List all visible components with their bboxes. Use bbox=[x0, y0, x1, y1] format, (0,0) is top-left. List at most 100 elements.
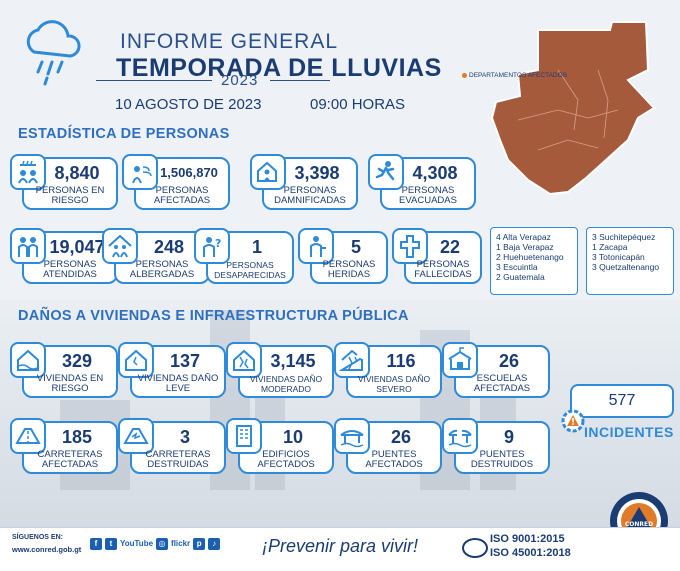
department-item: 3 Suchitepéquez bbox=[592, 232, 656, 242]
twitter-icon[interactable]: t bbox=[105, 538, 117, 550]
stat-card-houses-moderate-damage: 3,145 VIVIENDAS DAÑO MODERADO bbox=[226, 342, 334, 398]
legend-dot-icon bbox=[462, 72, 467, 78]
section-title-damage: DAÑOS A VIVIENDAS E INFRAESTRUCTURA PÚBL… bbox=[18, 308, 409, 324]
cross-icon bbox=[392, 228, 428, 264]
section-title-people: ESTADÍSTICA DE PERSONAS bbox=[18, 126, 230, 142]
stat-value: 19,047 bbox=[49, 237, 105, 257]
stat-value: 185 bbox=[61, 427, 93, 447]
stat-value: 3 bbox=[179, 427, 190, 447]
divider bbox=[270, 80, 330, 81]
stat-label: PERSONAS EVACUADAS bbox=[399, 185, 457, 206]
stat-value: 1,506,870 bbox=[160, 165, 218, 180]
stat-label: PERSONAS DAMNIFICADAS bbox=[274, 185, 346, 206]
youtube-icon[interactable]: YouTube bbox=[120, 539, 154, 548]
stat-card-houses-light-damage: 137 VIVIENDAS DAÑO LEVE bbox=[118, 342, 226, 398]
incidents-label: INCIDENTES bbox=[584, 424, 674, 440]
stat-card-people-damnified: 3,398 PERSONAS DAMNIFICADAS bbox=[250, 154, 358, 210]
building-icon bbox=[226, 418, 262, 454]
department-item: 1 Baja Verapaz bbox=[496, 242, 554, 252]
bridge-destroyed-icon bbox=[442, 418, 478, 454]
injured-person-icon bbox=[298, 228, 334, 264]
stat-card-people-sheltered: 248 PERSONAS ALBERGADAS bbox=[102, 228, 210, 284]
department-list-2: 3 Suchitepéquez 1 Zacapa 3 Totonicapán 3… bbox=[586, 227, 674, 295]
report-title-line1: INFORME GENERAL bbox=[120, 30, 339, 53]
stat-card-bridges-affected: 26 PUENTES AFECTADOS bbox=[334, 418, 442, 474]
stat-label: PERSONAS HERIDAS bbox=[322, 259, 376, 280]
road-affected-icon bbox=[10, 418, 46, 454]
bridge-icon bbox=[334, 418, 370, 454]
facebook-icon[interactable]: f bbox=[90, 538, 102, 550]
stat-label: ESCUELAS AFECTADAS bbox=[473, 373, 531, 394]
conred-brand: CONRED bbox=[625, 521, 653, 528]
follow-us-label: SÍGUENOS EN: bbox=[12, 534, 63, 541]
stat-card-people-deceased: 22 PERSONAS FALLECIDAS bbox=[392, 228, 482, 284]
department-item: 3 Escuintla bbox=[496, 262, 538, 272]
svg-text:?: ? bbox=[215, 237, 221, 250]
stat-label: PUENTES DESTRUIDOS bbox=[470, 449, 534, 470]
stat-value: 9 bbox=[503, 427, 514, 447]
people-wind-icon bbox=[122, 154, 158, 190]
guatemala-map bbox=[490, 21, 656, 196]
stat-label: CARRETERAS AFECTADAS bbox=[37, 449, 103, 470]
map-legend: DEPARTAMENTOS AFECTADOS bbox=[462, 72, 567, 79]
stat-card-roads-affected: 185 CARRETERAS AFECTADAS bbox=[10, 418, 118, 474]
report-year: 2023 bbox=[221, 72, 259, 89]
stat-label: EDIFICIOS AFECTADOS bbox=[257, 449, 315, 470]
stat-card-houses-at-risk: 329 VIVIENDAS EN RIESGO bbox=[10, 342, 118, 398]
stat-card-roads-destroyed: 3 CARRETERAS DESTRUIDAS bbox=[118, 418, 226, 474]
stat-label: PERSONAS AFECTADAS bbox=[153, 185, 211, 206]
social-links: f t YouTube ◎ flickr p ♪ bbox=[90, 538, 221, 550]
flickr-icon[interactable]: flickr bbox=[171, 539, 191, 548]
footer: SÍGUENOS EN: www.conred.gob.gt f t YouTu… bbox=[0, 527, 680, 571]
stat-card-people-injured: 5 PERSONAS HERIDAS bbox=[298, 228, 388, 284]
stat-value: 5 bbox=[350, 237, 361, 257]
stat-value: 3,398 bbox=[294, 163, 340, 183]
divider bbox=[96, 80, 212, 81]
house-light-damage-icon bbox=[118, 342, 154, 378]
stat-label: PERSONAS ALBERGADAS bbox=[129, 259, 195, 280]
stat-value: 22 bbox=[439, 237, 461, 257]
website-link[interactable]: www.conred.gob.gt bbox=[12, 545, 82, 554]
stat-value: 1 bbox=[251, 237, 262, 257]
report-header: INFORME GENERAL TEMPORADA DE LLUVIAS bbox=[20, 10, 441, 90]
stat-card-houses-severe-damage: 116 VIVIENDAS DAÑO SEVERO bbox=[334, 342, 442, 398]
department-item: 2 Huehuetenango bbox=[496, 252, 564, 262]
stat-label: VIVIENDAS EN RIESGO bbox=[36, 373, 104, 394]
house-moderate-damage-icon bbox=[226, 342, 262, 378]
instagram-icon[interactable]: ◎ bbox=[156, 538, 169, 550]
stat-value: 4,308 bbox=[412, 163, 458, 183]
stat-card-schools-affected: 26 ESCUELAS AFECTADAS bbox=[442, 342, 550, 398]
report-time: 09:00 HORAS bbox=[310, 96, 406, 113]
department-item: 4 Alta Verapaz bbox=[496, 232, 551, 242]
school-icon bbox=[442, 342, 478, 378]
stat-label: PERSONAS FALLECIDAS bbox=[414, 259, 472, 280]
stat-value: 26 bbox=[498, 351, 520, 371]
running-person-icon bbox=[368, 154, 404, 190]
stat-label: PERSONAS DESAPARECIDAS bbox=[214, 260, 286, 280]
stat-value: 3,145 bbox=[270, 351, 316, 371]
department-item: 3 Totonicapán bbox=[592, 252, 645, 262]
stat-card-people-at-risk: 8,840 PERSONAS EN RIESGO bbox=[10, 154, 118, 210]
stat-value: 116 bbox=[386, 351, 416, 371]
stat-value: 8,840 bbox=[54, 163, 100, 183]
incidents-value: 577 bbox=[570, 384, 674, 418]
people-rain-icon bbox=[10, 154, 46, 190]
map-legend-label: DEPARTAMENTOS AFECTADOS bbox=[469, 72, 567, 79]
stat-value: 26 bbox=[390, 427, 412, 447]
stat-label: CARRETERAS DESTRUIDAS bbox=[145, 449, 211, 470]
stat-label: VIVIENDAS DAÑO LEVE bbox=[137, 373, 219, 394]
stat-value: 329 bbox=[61, 351, 93, 371]
report-date: 10 AGOSTO DE 2023 bbox=[115, 96, 262, 113]
stat-card-buildings-affected: 10 EDIFICIOS AFECTADOS bbox=[226, 418, 334, 474]
warning-gear-icon bbox=[561, 409, 585, 433]
department-list-1: 4 Alta Verapaz 1 Baja Verapaz 2 Huehuete… bbox=[490, 227, 578, 295]
department-item: 1 Zacapa bbox=[592, 242, 628, 252]
stat-card-bridges-destroyed: 9 PUENTES DESTRUIDOS bbox=[442, 418, 550, 474]
house-risk-icon bbox=[10, 342, 46, 378]
house-person-icon bbox=[250, 154, 286, 190]
tiktok-icon[interactable]: ♪ bbox=[208, 538, 221, 550]
department-item: 2 Guatemala bbox=[496, 272, 545, 282]
iso-certifications: ISO 9001:2015 ISO 45001:2018 bbox=[490, 532, 571, 560]
pinterest-icon[interactable]: p bbox=[193, 538, 206, 550]
road-destroyed-icon bbox=[118, 418, 154, 454]
